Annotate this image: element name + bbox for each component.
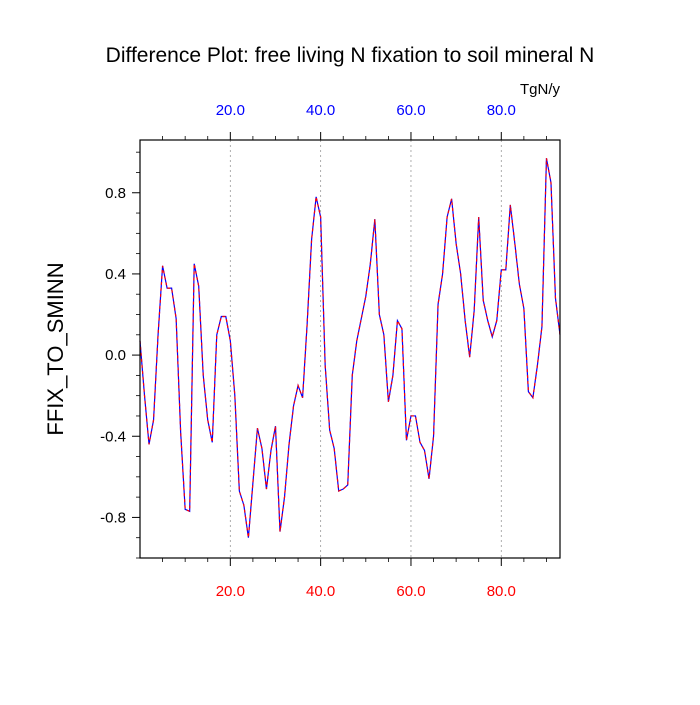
y-axis-label: FFIX_TO_SMINN bbox=[43, 262, 68, 435]
chart-title: Difference Plot: free living N fixation … bbox=[106, 44, 595, 67]
y-tick-label: 0.8 bbox=[105, 185, 126, 202]
series-line-b bbox=[139, 158, 561, 538]
x-tick-label-bottom: 60.0 bbox=[396, 583, 425, 600]
x-tick-label-top: 20.0 bbox=[216, 102, 245, 119]
y-tick-label: 0.0 bbox=[105, 347, 126, 364]
series-layer bbox=[139, 158, 561, 538]
x-tick-label-top: 60.0 bbox=[396, 102, 425, 119]
y-tick-label: -0.8 bbox=[100, 509, 126, 526]
x-tick-label-bottom: 20.0 bbox=[216, 583, 245, 600]
y-tick-label: 0.4 bbox=[105, 266, 126, 283]
plot-frame bbox=[139, 139, 561, 559]
grid-layer bbox=[229, 140, 502, 558]
x-tick-label-bottom: 40.0 bbox=[306, 583, 335, 600]
x-tick-label-top: 40.0 bbox=[306, 102, 335, 119]
series-line-a bbox=[139, 158, 561, 538]
label-layer: 20.0 20.0 40.0 40.0 60.0 60.0 80.0 80.0 -0.8 -0.4… bbox=[100, 102, 516, 600]
x-tick-label-top: 80.0 bbox=[487, 102, 516, 119]
y-tick-label: -0.4 bbox=[100, 428, 126, 445]
tick-layer bbox=[132, 132, 547, 566]
units-label: TgN/y bbox=[520, 81, 561, 98]
x-tick-label-bottom: 80.0 bbox=[487, 583, 516, 600]
